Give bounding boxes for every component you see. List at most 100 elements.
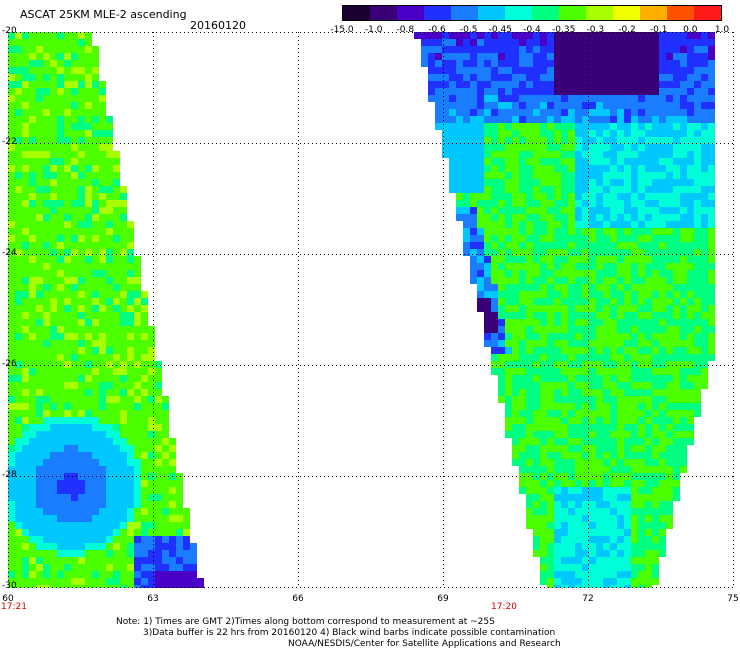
wind-cell — [596, 347, 603, 354]
wind-cell — [43, 39, 50, 46]
wind-cell — [589, 550, 596, 557]
wind-cell — [603, 305, 610, 312]
wind-cell — [15, 298, 22, 305]
wind-cell — [701, 270, 708, 277]
wind-cell — [582, 403, 589, 410]
wind-cell — [106, 445, 113, 452]
wind-cell — [43, 501, 50, 508]
wind-cell — [169, 522, 176, 529]
wind-cell — [582, 410, 589, 417]
wind-cell — [463, 53, 470, 60]
wind-cell — [701, 305, 708, 312]
wind-cell — [645, 200, 652, 207]
wind-cell — [694, 242, 701, 249]
wind-cell — [631, 158, 638, 165]
wind-cell — [8, 431, 15, 438]
wind-cell — [554, 543, 561, 550]
wind-cell — [582, 186, 589, 193]
wind-cell — [50, 487, 57, 494]
wind-cell — [519, 123, 526, 130]
wind-cell — [568, 459, 575, 466]
wind-cell — [57, 95, 64, 102]
wind-cell — [442, 116, 449, 123]
wind-cell — [554, 165, 561, 172]
wind-cell — [540, 452, 547, 459]
wind-cell — [8, 403, 15, 410]
wind-cell — [645, 368, 652, 375]
wind-cell — [617, 529, 624, 536]
wind-cell — [617, 480, 624, 487]
wind-cell — [85, 158, 92, 165]
wind-cell — [701, 277, 708, 284]
wind-cell — [64, 375, 71, 382]
wind-cell — [435, 67, 442, 74]
colorbar-segment — [640, 6, 667, 20]
wind-cell — [673, 67, 680, 74]
wind-cell — [449, 88, 456, 95]
wind-cell — [631, 67, 638, 74]
wind-cell — [484, 165, 491, 172]
x-axis-label: 63 — [147, 594, 159, 604]
wind-cell — [106, 242, 113, 249]
wind-cell — [15, 53, 22, 60]
wind-cell — [64, 207, 71, 214]
wind-cell — [505, 32, 512, 39]
wind-cell — [617, 102, 624, 109]
wind-cell — [29, 361, 36, 368]
wind-cell — [148, 424, 155, 431]
wind-cell — [547, 543, 554, 550]
wind-cell — [155, 585, 162, 588]
wind-cell — [540, 466, 547, 473]
wind-cell — [610, 284, 617, 291]
wind-cell — [162, 410, 169, 417]
wind-cell — [71, 305, 78, 312]
wind-cell — [71, 550, 78, 557]
wind-cell — [659, 508, 666, 515]
wind-cell — [57, 515, 64, 522]
wind-cell — [99, 263, 106, 270]
wind-cell — [526, 326, 533, 333]
wind-cell — [29, 221, 36, 228]
wind-cell — [505, 242, 512, 249]
wind-cell — [624, 298, 631, 305]
wind-cell — [526, 396, 533, 403]
wind-cell — [155, 403, 162, 410]
wind-cell — [568, 578, 575, 585]
wind-cell — [71, 53, 78, 60]
wind-cell — [120, 319, 127, 326]
wind-cell — [512, 144, 519, 151]
wind-cell — [106, 137, 113, 144]
wind-cell — [498, 284, 505, 291]
wind-cell — [57, 557, 64, 564]
wind-cell — [610, 74, 617, 81]
wind-cell — [442, 74, 449, 81]
wind-cell — [99, 81, 106, 88]
wind-cell — [540, 522, 547, 529]
wind-cell — [624, 361, 631, 368]
wind-cell — [659, 452, 666, 459]
wind-cell — [701, 249, 708, 256]
wind-cell — [92, 207, 99, 214]
wind-cell — [78, 403, 85, 410]
wind-cell — [694, 333, 701, 340]
wind-cell — [694, 249, 701, 256]
wind-cell — [36, 487, 43, 494]
wind-cell — [708, 256, 715, 263]
wind-cell — [43, 81, 50, 88]
wind-cell — [43, 473, 50, 480]
wind-cell — [687, 74, 694, 81]
wind-cell — [624, 431, 631, 438]
wind-cell — [113, 235, 120, 242]
wind-cell — [561, 410, 568, 417]
wind-cell — [512, 382, 519, 389]
wind-cell — [50, 221, 57, 228]
wind-cell — [8, 473, 15, 480]
wind-cell — [78, 179, 85, 186]
wind-cell — [71, 214, 78, 221]
wind-cell — [624, 60, 631, 67]
wind-cell — [512, 109, 519, 116]
wind-cell — [8, 249, 15, 256]
wind-cell — [568, 417, 575, 424]
wind-cell — [22, 340, 29, 347]
wind-cell — [568, 165, 575, 172]
